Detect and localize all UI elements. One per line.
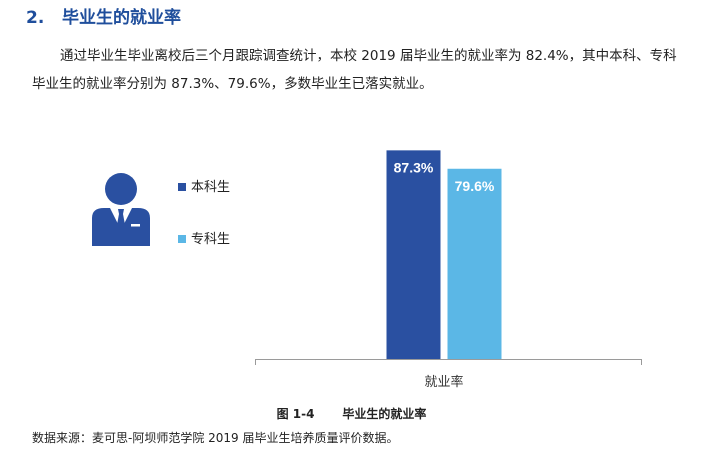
x-axis-label: 就业率: [424, 374, 463, 390]
legend-label-benke: 本科生: [191, 180, 231, 195]
data-label-benke: 87.3%: [394, 159, 434, 175]
legend-swatch-zhuanke: [178, 234, 186, 243]
person-in-suit-icon: [92, 173, 150, 246]
section-number: 2.: [26, 8, 45, 28]
section-heading: 2. 毕业生的就业率: [26, 3, 181, 29]
data-label-zhuanke: 79.6%: [455, 178, 495, 194]
summary-text: 通过毕业生毕业离校后三个月跟踪调查统计，本校 2019 届毕业生的就业率为 82…: [32, 48, 677, 92]
bar-zhuanke: [447, 168, 502, 359]
legend-swatch-benke: [178, 182, 186, 191]
legend-label-zhuanke: 专科生: [191, 232, 231, 247]
figure-caption: 图 1-4 毕业生的就业率: [0, 405, 703, 422]
bar-benke: [386, 150, 441, 359]
data-source-note: 数据来源：麦可思-阿坝师范学院 2019 届毕业生培养质量评价数据。: [32, 431, 399, 445]
figure-title: 毕业生的就业率: [342, 407, 427, 421]
section-title: 毕业生的就业率: [62, 8, 181, 28]
summary-paragraph: 通过毕业生毕业离校后三个月跟踪调查统计，本校 2019 届毕业生的就业率为 82…: [32, 42, 680, 98]
employment-rate-bar-chart: 87.3% 79.6% 就业率: [255, 150, 642, 390]
legend-item-benke: 本科生: [178, 176, 230, 195]
figure-number: 图 1-4: [276, 407, 315, 421]
legend-item-zhuanke: 专科生: [178, 228, 230, 247]
